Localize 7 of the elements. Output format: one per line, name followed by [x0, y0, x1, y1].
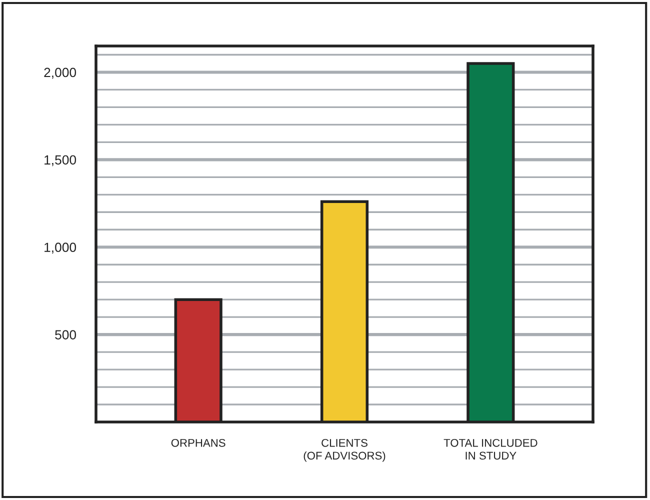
- y-tick-label: 2,000: [44, 68, 76, 79]
- x-tick-label: CLIENTS (OF ADVISORS): [304, 438, 386, 462]
- y-tick-label: 500: [55, 330, 76, 340]
- y-tick-label: 1,000: [44, 242, 76, 254]
- x-tick-label: TOTAL INCLUDED IN STUDY: [444, 438, 538, 460]
- x-tick-label: ORPHANS: [171, 438, 226, 447]
- y-tick-label: 1,500: [44, 155, 76, 166]
